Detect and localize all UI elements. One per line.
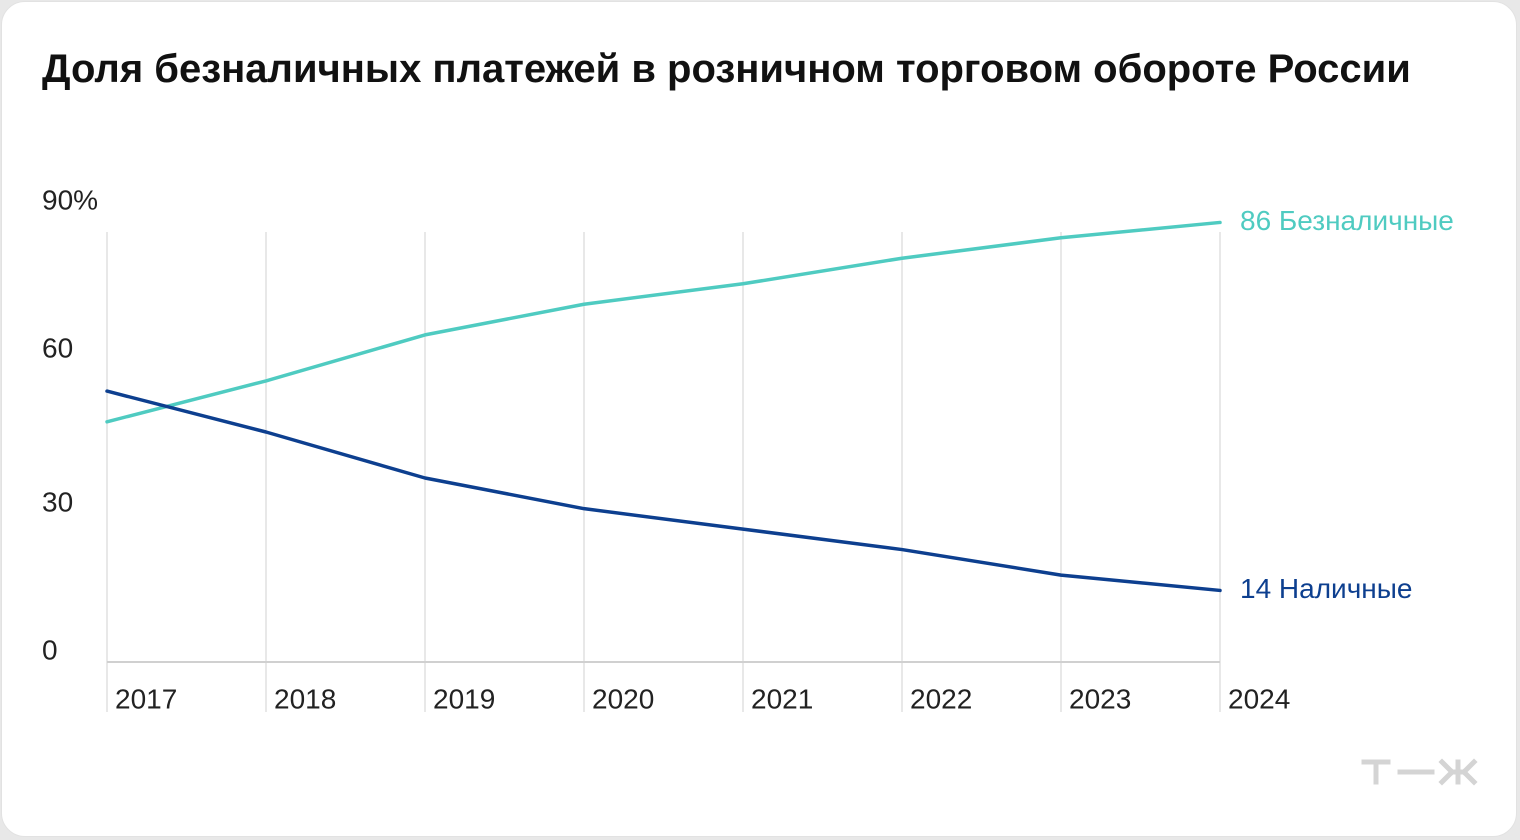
x-tick-label: 2020 [592,683,654,714]
x-tick-label: 2018 [274,683,336,714]
series-line-Наличные [105,389,1222,593]
x-tick-label: 2017 [115,683,177,714]
y-tick-label: 0 [42,634,58,665]
y-tick-label: 30 [42,486,73,517]
chart-title: Доля безналичных платежей в розничном то… [42,47,1411,91]
tj-logo [1361,758,1478,786]
x-axis: 2017 2018 2019 2020 2021 2022 2023 2024 [115,683,1290,714]
end-label-Наличные: 14 Наличные [1240,573,1412,604]
x-tick-label: 2022 [910,683,972,714]
series-line-Безналичные [105,220,1222,424]
grid-layer [106,232,1221,712]
y-tick-label: 90% [42,184,98,215]
end-label-Безналичные: 86 Безналичные [1240,205,1454,236]
end-labels: 86 Безналичные 14 Наличные [1240,205,1454,604]
x-tick-label: 2021 [751,683,813,714]
y-tick-label: 60 [42,332,73,363]
y-axis: 0 30 60 90% [42,184,98,665]
series-layer [105,220,1222,593]
x-tick-label: 2019 [433,683,495,714]
x-tick-label: 2023 [1069,683,1131,714]
x-tick-label: 2024 [1228,683,1290,714]
